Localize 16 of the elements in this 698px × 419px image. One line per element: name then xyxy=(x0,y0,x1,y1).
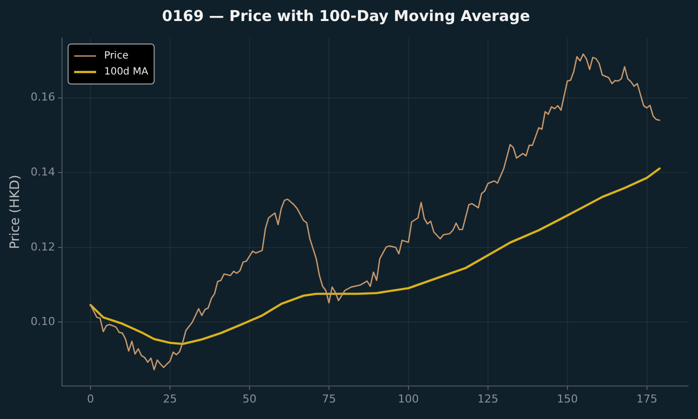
x-tick-label: 100 xyxy=(398,392,419,406)
legend-label: 100d MA xyxy=(104,66,148,78)
y-axis-title: Price (HKD) xyxy=(8,174,24,250)
x-tick-label: 175 xyxy=(636,392,658,406)
chart-title: 0169 — Price with 100-Day Moving Average xyxy=(162,6,530,25)
x-tick-label: 25 xyxy=(163,392,178,406)
y-tick-label: 0.10 xyxy=(30,315,56,328)
y-tick-label: 0.12 xyxy=(30,240,56,254)
x-tick-label: 0 xyxy=(87,392,94,406)
x-tick-label: 50 xyxy=(242,392,256,406)
x-tick-label: 150 xyxy=(556,392,578,406)
y-tick-label: 0.14 xyxy=(30,165,56,178)
x-tick-label: 125 xyxy=(477,392,498,406)
legend-label: Price xyxy=(104,50,128,62)
y-tick-label: 0.16 xyxy=(30,90,56,104)
x-tick-label: 75 xyxy=(322,392,336,406)
